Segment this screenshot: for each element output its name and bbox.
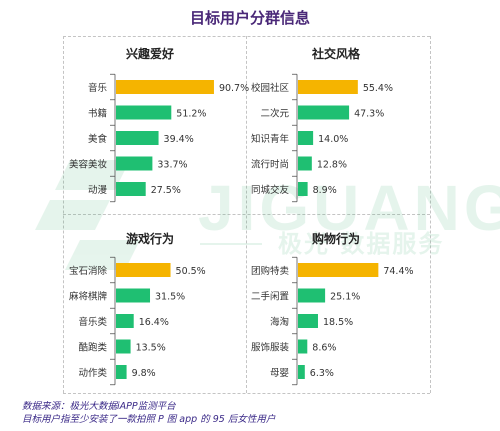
chart-title: 兴趣爱好 [126,46,174,61]
value-label: 16.4% [139,317,169,328]
panel-frame [63,36,431,394]
category-label: 音乐 [88,82,108,94]
footer-definition: 目标用户指至少安装了一款拍照 P 图 app 的 95 后女性用户 [22,414,276,425]
value-label: 14.0% [318,134,348,145]
value-label: 8.9% [313,185,337,196]
bar [116,339,131,354]
bar [298,182,308,196]
chart-title: 社交风格 [311,46,361,61]
bar [116,131,159,145]
footer-notes: 数据来源：极光大数据iAPP监测平台 目标用户指至少安装了一款拍照 P 图 ap… [22,400,275,426]
frame-left-border [63,36,64,393]
category-label: 二手闲置 [251,291,289,303]
value-label: 39.4% [164,134,194,145]
value-label: 33.7% [157,160,187,171]
category-label: 流行时尚 [251,159,289,171]
bar [116,182,146,196]
value-label: 12.8% [317,160,347,171]
value-label: 55.4% [363,83,393,94]
value-label: 90.7% [219,83,249,94]
category-label: 海淘 [270,316,289,328]
category-label: 校园社区 [251,82,290,94]
frame-bottom-border [63,393,430,394]
bar [116,288,151,303]
value-label: 25.1% [330,292,360,303]
value-label: 74.4% [383,266,413,277]
chart-title: 游戏行为 [126,231,174,246]
bar [116,80,214,94]
value-label: 13.5% [136,343,166,354]
value-label: 27.5% [151,185,181,196]
bar [298,365,305,379]
bar [298,263,379,277]
footer-source: 数据来源：极光大数据iAPP监测平台 [22,401,176,412]
category-label: 宝石消除 [69,265,108,277]
category-label: 二次元 [260,108,289,120]
value-label: 51.2% [176,109,206,120]
value-label: 50.5% [176,266,206,277]
category-label: 团购特卖 [251,265,289,277]
bar [298,80,358,94]
bar [116,314,134,328]
category-label: 动作类 [78,367,107,379]
category-label: 同城交友 [251,184,290,196]
bar [116,156,153,171]
value-label: 31.5% [155,292,185,303]
category-label: 知识青年 [251,133,290,145]
bar [298,288,326,303]
bar [298,314,318,328]
category-label: 音乐类 [78,316,107,328]
category-label: 麻将棋牌 [69,291,108,303]
category-label: 酷跑类 [78,342,107,354]
value-label: 18.5% [323,317,353,328]
category-label: 动漫 [88,184,108,196]
bar [116,263,171,277]
bar [298,339,308,354]
chart-title: 购物行为 [312,231,360,246]
category-label: 美容美妆 [69,159,108,171]
page-title: 目标用户分群信息 [189,9,310,27]
bar [116,105,172,120]
value-label: 47.3% [354,109,384,120]
frame-right-border [430,36,431,393]
category-label: 美食 [88,133,108,145]
value-label: 8.6% [312,343,336,354]
value-label: 6.3% [310,368,334,379]
category-label: 母婴 [270,368,289,379]
frame-center-divider [246,36,247,393]
value-label: 9.8% [132,368,156,379]
category-label: 书籍 [88,108,107,120]
bar [298,105,350,120]
bar [298,156,312,171]
category-label: 服饰服装 [251,342,290,354]
bar [116,365,127,379]
bar [298,131,314,145]
